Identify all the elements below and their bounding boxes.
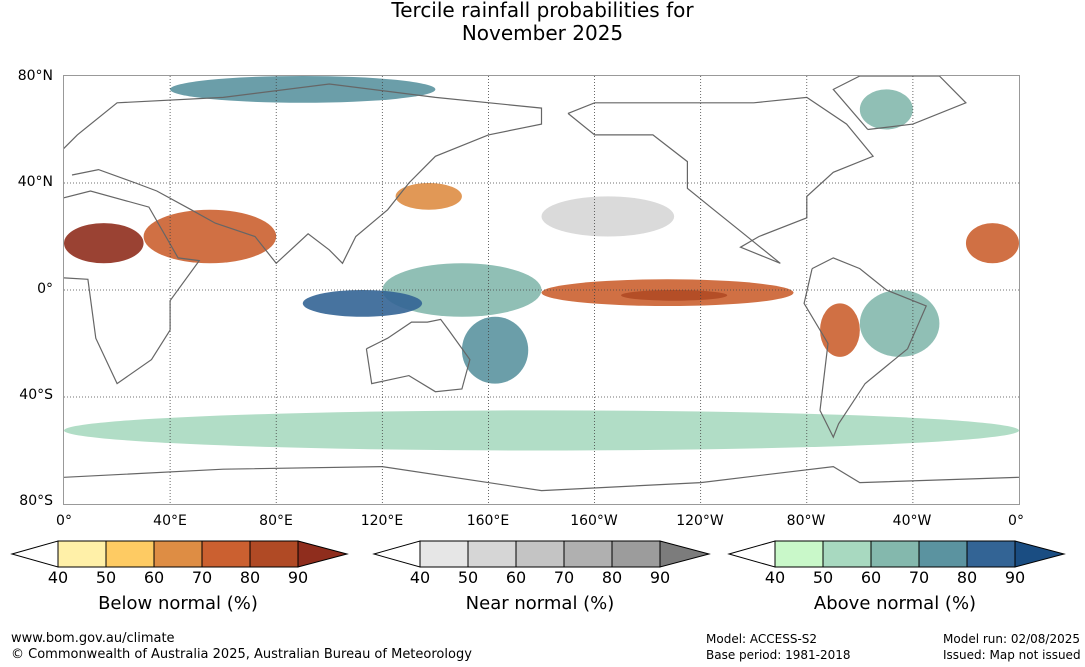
colorbar-below-tick-70: 70: [191, 568, 213, 587]
lon-label-0: 0°: [56, 513, 72, 529]
footer-base-period: Base period: 1981-2018: [706, 648, 851, 662]
colorbar-above-tick-40: 40: [764, 568, 786, 587]
coast-north-america: [567, 96, 875, 264]
colorbar-near-tick-50: 50: [457, 568, 479, 587]
zone-below-7: [64, 223, 144, 264]
swatch-above-70: [918, 540, 968, 568]
lon-label-160e: 160°E: [466, 513, 510, 529]
swatch-near-40: [419, 540, 469, 568]
lon-label-160w: 160°W: [570, 513, 618, 529]
lon-label-80e: 80°E: [259, 513, 293, 529]
zone-below-11: [820, 303, 860, 357]
swatch-below-70: [201, 540, 251, 568]
footer-model-run: Model run: 02/08/2025: [943, 632, 1081, 646]
colorbar-near-tick-80: 80: [601, 568, 623, 587]
colorbar-below-tick-80: 80: [239, 568, 261, 587]
swatch-near-90: [659, 540, 711, 568]
colorbar-near-tick-40: 40: [409, 568, 431, 587]
footer-model: Model: ACCESS-S2: [706, 632, 818, 646]
coast-europe-asia: [64, 83, 543, 265]
colorbar-below-tick-40: 40: [47, 568, 69, 587]
colorbar-below-tick-60: 60: [143, 568, 165, 587]
colorbar-near-tick-70: 70: [553, 568, 575, 587]
rainfall-probability-map: [63, 75, 1020, 505]
coast-antarctica: [64, 465, 1019, 492]
zone-above-2: [302, 290, 423, 317]
colorbar-below-tick-90: 90: [287, 568, 309, 587]
lon-label-0-end: 0°: [1008, 513, 1024, 529]
lon-label-120e: 120°E: [360, 513, 404, 529]
zone-above-6: [170, 76, 436, 103]
swatch-above-40: [774, 540, 824, 568]
map-canvas: [64, 76, 1019, 504]
zone-below-8: [143, 209, 277, 264]
lon-label-40w: 40°W: [892, 513, 932, 529]
swatch-below-90: [297, 540, 349, 568]
swatch-below-80: [249, 540, 299, 568]
zone-above-0: [64, 410, 1019, 451]
zone-above-4: [859, 290, 940, 357]
colorbar-near-graphic: [372, 540, 711, 568]
chart-title-line2: November 2025: [461, 21, 624, 45]
lat-label-80s: 80°S: [19, 493, 53, 509]
footer-copyright: © Commonwealth of Australia 2025, Austra…: [11, 647, 472, 662]
swatch-near-50: [467, 540, 517, 568]
lon-label-40e: 40°E: [153, 513, 187, 529]
swatch-above-80: [966, 540, 1016, 568]
swatch-above-90: [1014, 540, 1066, 568]
zone-above-5: [859, 89, 913, 130]
swatch-near-60: [515, 540, 565, 568]
zone-near-14: [541, 196, 675, 237]
zone-below-13: [395, 183, 462, 210]
colorbar-above-title: Above normal (%): [813, 593, 977, 614]
swatch-below-40: [57, 540, 107, 568]
swatch-below-50: [105, 540, 155, 568]
chart-title-line1: Tercile rainfall probabilities for: [391, 0, 694, 22]
swatch-near-80: [611, 540, 661, 568]
colorbar-above-tick-60: 60: [860, 568, 882, 587]
lon-label-80w: 80°W: [786, 513, 826, 529]
colorbar-above-graphic: [727, 540, 1066, 568]
coast-south-america: [803, 257, 927, 439]
colorbar-above-tick-70: 70: [908, 568, 930, 587]
lat-label-0: 0°: [37, 281, 53, 297]
swatch-above-60: [870, 540, 920, 568]
colorbar-below-graphic: [10, 540, 349, 568]
footer-issued: Issued: Map not issued: [943, 648, 1081, 662]
zone-below-12: [965, 223, 1019, 264]
colorbar-above-tick-80: 80: [956, 568, 978, 587]
colorbar-near-tick-60: 60: [505, 568, 527, 587]
swatch-near-70: [563, 540, 613, 568]
lat-label-40n: 40°N: [17, 174, 53, 190]
lat-label-40s: 40°S: [19, 387, 53, 403]
footer-url: www.bom.gov.au/climate: [11, 631, 175, 646]
coast-australia: [365, 318, 471, 393]
zone-above-3: [461, 316, 529, 384]
colorbar-below-tick-50: 50: [95, 568, 117, 587]
colorbar-near-title: Near normal (%): [465, 593, 615, 614]
swatch-above-50: [822, 540, 872, 568]
colorbar-above-tick-50: 50: [812, 568, 834, 587]
lat-label-80n: 80°N: [17, 68, 53, 84]
lon-label-120w: 120°W: [676, 513, 724, 529]
zone-below-10: [621, 290, 728, 301]
coast-africa: [64, 190, 201, 385]
colorbar-below-title: Below normal (%): [98, 593, 258, 614]
colorbar-near-tick-90: 90: [649, 568, 671, 587]
swatch-below-60: [153, 540, 203, 568]
colorbar-above-tick-90: 90: [1004, 568, 1026, 587]
